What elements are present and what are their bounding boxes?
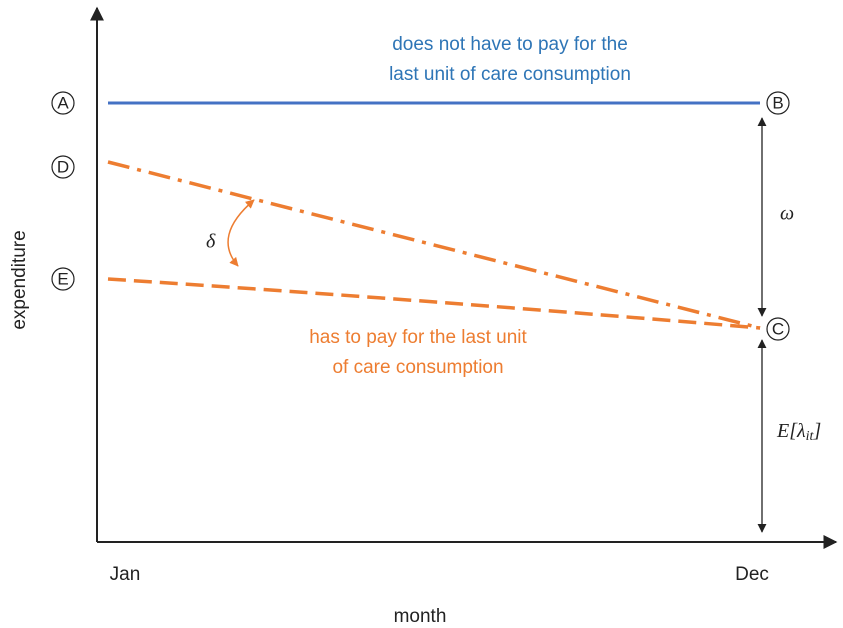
x-axis-label: month [394,606,447,627]
omega-label: ω [780,203,794,225]
delta-label: δ [206,231,216,253]
dash-dot-line [107,160,761,330]
delta-arc [227,199,255,267]
point-label: B [772,93,783,112]
dashed-line [107,277,761,330]
point-circle [766,91,790,115]
x-end-label: Dec [735,564,769,585]
point-circle [51,267,75,291]
orange-note: has to pay for the last unit [309,327,527,348]
point-circle [766,317,790,341]
point-label: C [772,319,784,338]
blue-note: does not have to pay for the [392,34,628,55]
point-label: E [57,269,68,288]
point-circle [51,155,75,179]
point-labels: A B C D E [51,91,790,341]
expectation-label: E[λit] [776,420,821,445]
point-label: D [57,157,69,176]
orange-note: of care consumption [332,357,503,378]
point-label: A [57,93,69,112]
y-axis-label: expenditure [9,230,30,329]
x-start-label: Jan [110,564,141,585]
point-circle [51,91,75,115]
blue-note: last unit of care consumption [389,64,631,85]
